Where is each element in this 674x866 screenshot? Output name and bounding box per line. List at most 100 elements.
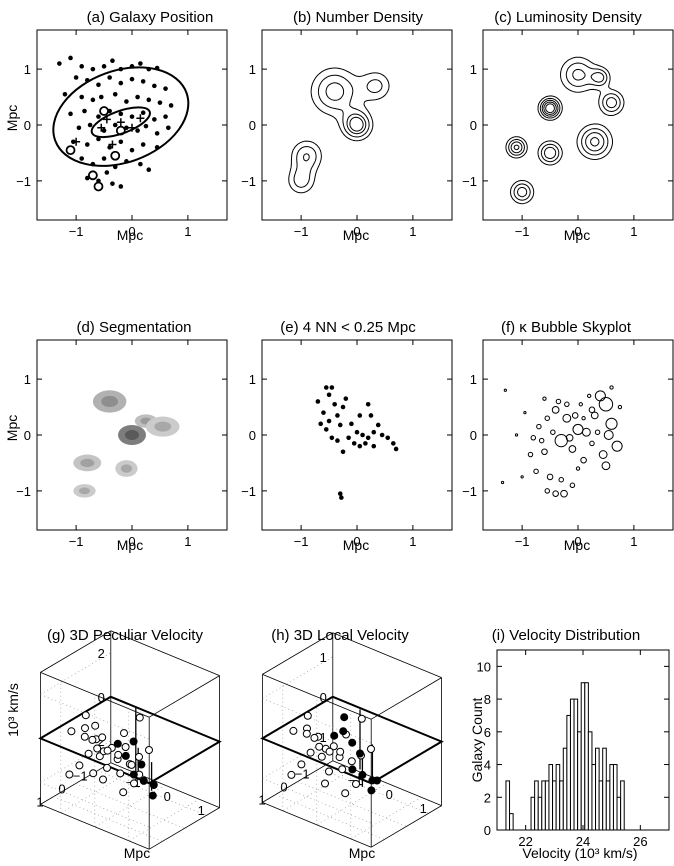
filled-galaxy bbox=[358, 770, 367, 779]
x-tick-label: 24 bbox=[576, 834, 590, 849]
panel-e: −1 0 1 −1 0 1 bbox=[241, 339, 453, 549]
panel-c-title: (c) Luminosity Density bbox=[494, 9, 642, 26]
kappa-bubble bbox=[571, 412, 579, 419]
galaxy-open-circle bbox=[115, 125, 126, 136]
plot-layer: −1 0 1−101−1 0 1−101−1 0 1−101−1 0 1−101−1 0 1−101… bbox=[16, 29, 674, 850]
box-edge bbox=[40, 630, 112, 673]
segment-core bbox=[120, 464, 132, 473]
galaxy-point bbox=[118, 80, 124, 86]
open-galaxy bbox=[289, 726, 298, 735]
galaxy-point bbox=[135, 128, 140, 133]
nn-galaxy-point bbox=[363, 441, 368, 446]
open-galaxy bbox=[352, 780, 360, 788]
galaxy-open-circle bbox=[99, 106, 109, 116]
nn-galaxy-point bbox=[321, 410, 326, 415]
open-galaxy bbox=[310, 733, 319, 742]
kappa-bubble bbox=[611, 440, 623, 452]
kappa-bubble bbox=[564, 401, 570, 408]
galaxy-point bbox=[104, 170, 110, 175]
histogram-bar bbox=[598, 780, 604, 831]
open-galaxy bbox=[116, 769, 125, 778]
open-galaxy bbox=[135, 752, 143, 761]
y-tick-label: 0 bbox=[470, 118, 477, 133]
histogram-bar bbox=[591, 764, 597, 831]
ellipse-contour bbox=[52, 66, 190, 167]
y-tick-label: 1 bbox=[249, 372, 256, 387]
galaxy-cross bbox=[108, 140, 117, 149]
panel-i-xlabel: Velocity (10³ km/s) bbox=[522, 845, 637, 861]
panel-f: −1 0 1 −1 0 1 bbox=[462, 339, 674, 549]
open-galaxy bbox=[103, 746, 112, 755]
galaxy-point bbox=[135, 94, 140, 100]
open-galaxy bbox=[329, 742, 338, 751]
galaxy-point bbox=[90, 97, 96, 103]
histogram-bar bbox=[537, 796, 543, 831]
galaxy-point bbox=[124, 99, 129, 104]
kappa-bubble bbox=[569, 482, 576, 489]
contour-level bbox=[288, 67, 390, 194]
y-tick-label: 0 bbox=[58, 782, 65, 797]
galaxy-point bbox=[138, 161, 143, 167]
y-tick-label: −1 bbox=[295, 767, 310, 782]
nn-galaxy-point bbox=[339, 495, 344, 500]
x-tick-label: 0 bbox=[128, 534, 135, 549]
y-tick-label: 1 bbox=[249, 62, 256, 77]
open-galaxy bbox=[306, 748, 315, 757]
z-tick-label: 0 bbox=[98, 690, 105, 705]
nn-galaxy-point bbox=[351, 441, 357, 446]
open-galaxy bbox=[121, 743, 130, 751]
galaxy-point bbox=[140, 110, 146, 116]
panel-a-xlabel: Mpc bbox=[117, 227, 143, 243]
filled-galaxy bbox=[139, 776, 148, 785]
box-edge bbox=[148, 675, 220, 718]
histogram-bar bbox=[552, 780, 557, 831]
nn-galaxy-point bbox=[323, 385, 329, 390]
x-tick-label: 0 bbox=[128, 224, 135, 239]
y-tick-label: 1 bbox=[258, 793, 265, 808]
filled-galaxy bbox=[121, 751, 130, 760]
box-edge bbox=[262, 632, 334, 675]
nn-galaxy-point bbox=[346, 435, 351, 441]
galaxy-point bbox=[140, 79, 146, 84]
histogram-bar bbox=[555, 764, 561, 831]
histogram-bar bbox=[620, 780, 625, 831]
x-tick-label: 1 bbox=[409, 224, 416, 239]
galaxy-point bbox=[118, 66, 124, 72]
x-tick-label: −1 bbox=[515, 534, 530, 549]
y-tick-label: 2 bbox=[484, 790, 491, 805]
y-tick-label: 1 bbox=[470, 372, 477, 387]
segment-core bbox=[80, 458, 95, 468]
kappa-bubble bbox=[589, 440, 595, 447]
nn-galaxy-point bbox=[371, 429, 377, 435]
galaxy-point bbox=[118, 111, 124, 117]
filled-galaxy bbox=[137, 760, 146, 769]
panel-f-frame bbox=[482, 339, 674, 531]
box-edge bbox=[262, 674, 372, 720]
panel-g-ylabel: 10³ km/s bbox=[5, 683, 21, 737]
kappa-bubble bbox=[581, 416, 586, 421]
open-galaxy bbox=[135, 713, 144, 722]
box-edge bbox=[40, 804, 150, 850]
galaxy-point bbox=[68, 55, 73, 61]
kappa-bubble bbox=[503, 388, 507, 392]
histogram-bar bbox=[573, 698, 579, 831]
grid-line bbox=[350, 796, 422, 840]
open-galaxy bbox=[127, 760, 136, 769]
x-tick-label: 1 bbox=[420, 801, 427, 816]
grid-line bbox=[40, 652, 111, 695]
grid-line bbox=[53, 796, 163, 842]
histogram-bar bbox=[505, 780, 511, 831]
grid-line bbox=[316, 782, 388, 826]
kappa-bubble bbox=[594, 429, 601, 435]
galaxy-point bbox=[146, 167, 152, 173]
open-galaxy bbox=[303, 711, 312, 720]
galaxy-point bbox=[68, 111, 73, 117]
x-tick-label: 1 bbox=[409, 534, 416, 549]
galaxy-open-circle bbox=[87, 170, 98, 181]
box-edge bbox=[40, 672, 150, 718]
open-galaxy bbox=[119, 788, 128, 797]
open-galaxy bbox=[80, 732, 89, 741]
panel-g: −101−101−202 bbox=[36, 630, 222, 850]
panel-e-title: (e) 4 NN < 0.25 Mpc bbox=[280, 319, 416, 336]
y-tick-label: −1 bbox=[462, 174, 477, 189]
